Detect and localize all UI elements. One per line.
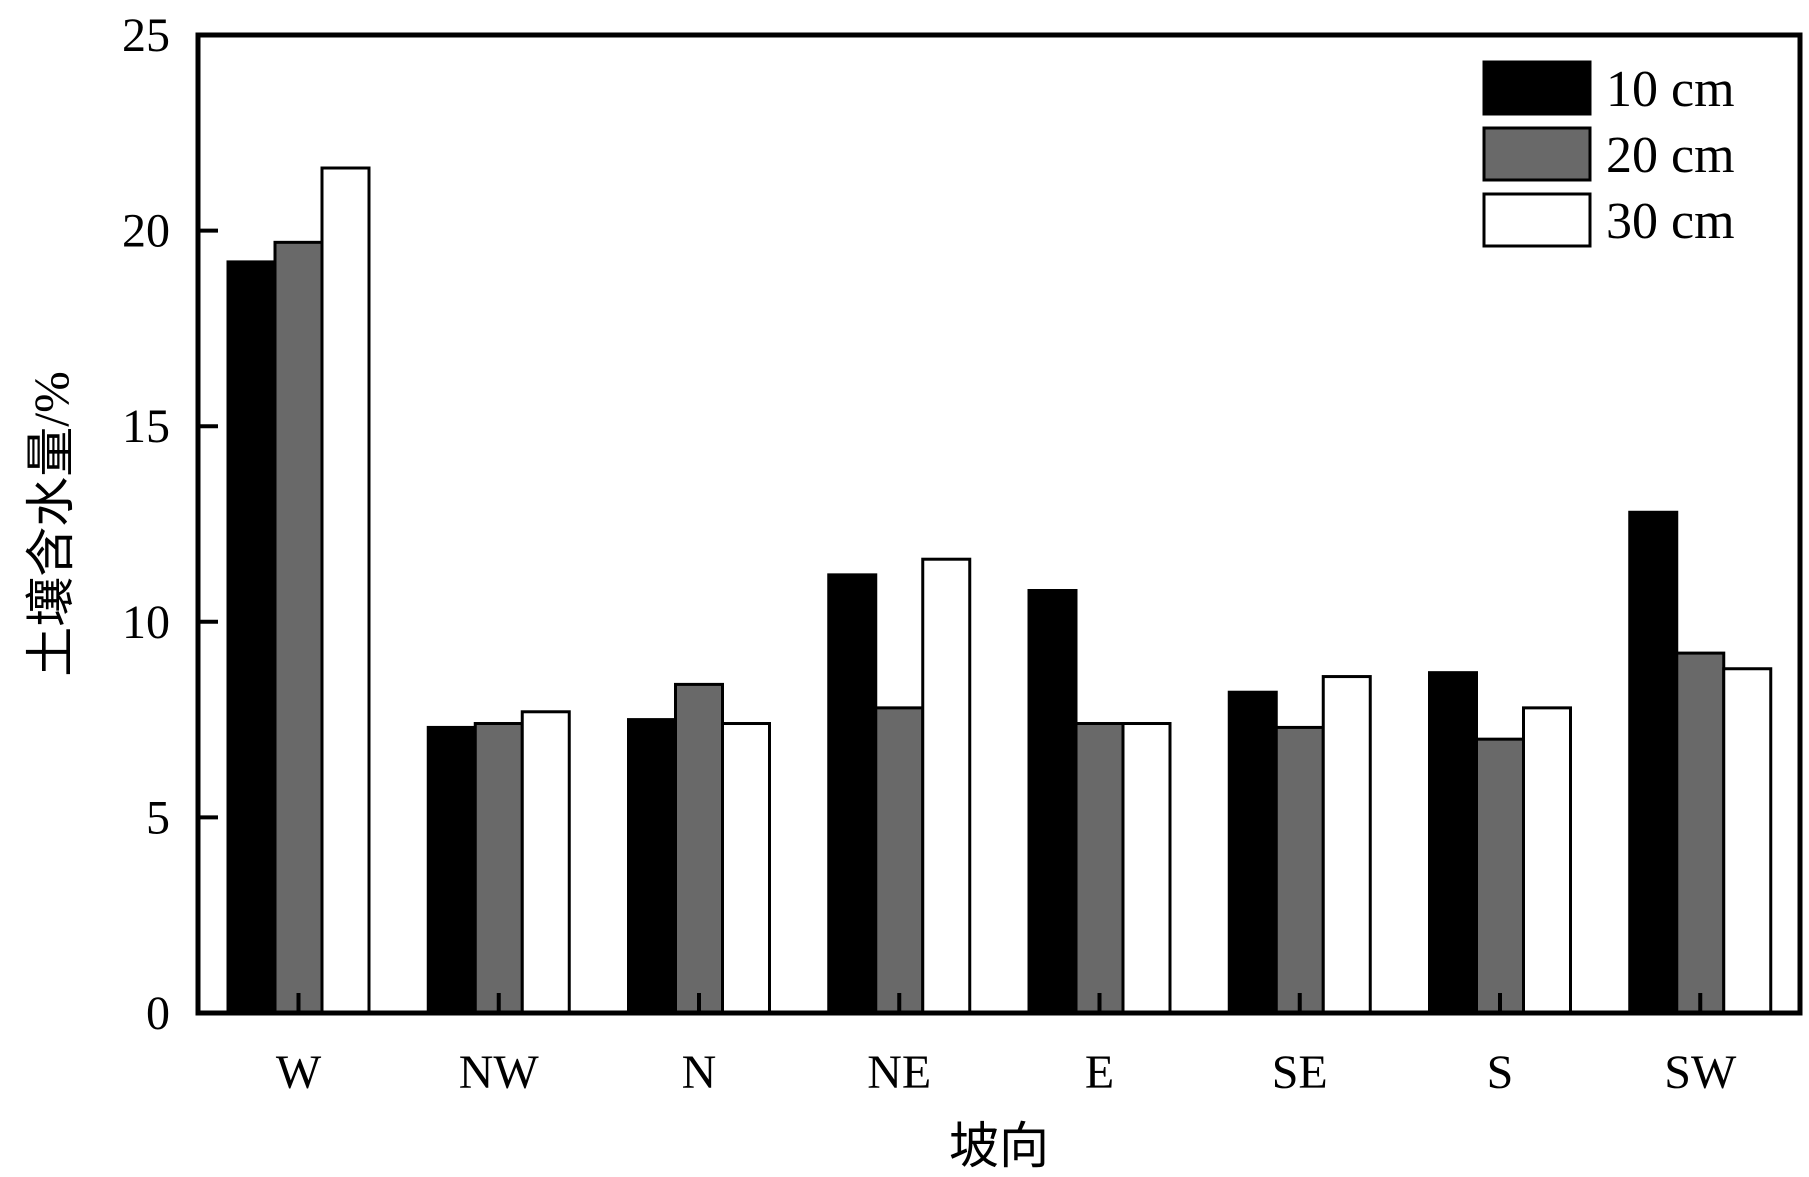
- bar-e-20cm: [1074, 722, 1125, 1015]
- legend-label: 20 cm: [1606, 127, 1735, 184]
- y-tick-label: 15: [122, 400, 170, 453]
- bar-ne-10cm: [827, 573, 878, 1015]
- bar-ne-20cm: [874, 706, 925, 1015]
- bar-e-30cm: [1121, 722, 1172, 1015]
- x-tick-label: SE: [1272, 1046, 1328, 1099]
- y-tick-label: 5: [146, 791, 170, 844]
- bar-se-10cm: [1227, 690, 1278, 1015]
- bar-sw-20cm: [1675, 651, 1726, 1015]
- bar-n-10cm: [627, 718, 677, 1015]
- x-tick-label: S: [1487, 1046, 1514, 1099]
- bar-n-30cm: [721, 722, 771, 1015]
- bar-s-20cm: [1475, 737, 1525, 1015]
- legend-swatch: [1482, 126, 1592, 182]
- x-tick-label: N: [682, 1046, 717, 1099]
- bar-sw-30cm: [1722, 667, 1773, 1015]
- bar-s-30cm: [1522, 706, 1572, 1015]
- bar-nw-10cm: [426, 725, 477, 1015]
- bar-sw-10cm: [1628, 510, 1679, 1015]
- legend-swatch: [1482, 192, 1592, 248]
- legend: 10 cm 20 cm 30 cm: [1482, 60, 1735, 250]
- plot-frame: [195, 32, 1803, 1016]
- y-tick-label: 25: [122, 9, 170, 62]
- x-tick-label: NE: [867, 1046, 931, 1099]
- bar-w-20cm: [273, 240, 324, 1015]
- legend-label: 30 cm: [1606, 193, 1735, 250]
- x-ticks: W NW N NE E SE S SW: [276, 993, 1737, 1099]
- bar-w-30cm: [320, 166, 371, 1015]
- bar-se-30cm: [1321, 675, 1372, 1015]
- y-ticks: 0 5 10 15 20 25: [122, 9, 218, 1040]
- x-tick-label: W: [276, 1046, 322, 1099]
- bar-w-10cm: [226, 260, 277, 1015]
- bar-e-10cm: [1027, 589, 1078, 1015]
- bar-nw-30cm: [520, 710, 571, 1015]
- legend-label: 10 cm: [1606, 61, 1735, 118]
- bar-se-20cm: [1274, 725, 1325, 1015]
- y-axis-title: 土壤含水量/%: [23, 371, 79, 677]
- y-tick-label: 0: [146, 987, 170, 1040]
- legend-swatch: [1482, 60, 1592, 116]
- bar-ne-30cm: [921, 557, 972, 1015]
- y-tick-label: 10: [122, 596, 170, 649]
- x-axis-title: 坡向: [949, 1118, 1049, 1174]
- x-tick-label: E: [1085, 1046, 1114, 1099]
- bar-nw-20cm: [473, 722, 524, 1015]
- x-tick-label: SW: [1664, 1046, 1737, 1099]
- bar-s-10cm: [1428, 671, 1478, 1015]
- bar-n-20cm: [674, 682, 724, 1015]
- bars-layer: [226, 166, 1773, 1015]
- y-tick-label: 20: [122, 205, 170, 258]
- x-tick-label: NW: [459, 1046, 540, 1099]
